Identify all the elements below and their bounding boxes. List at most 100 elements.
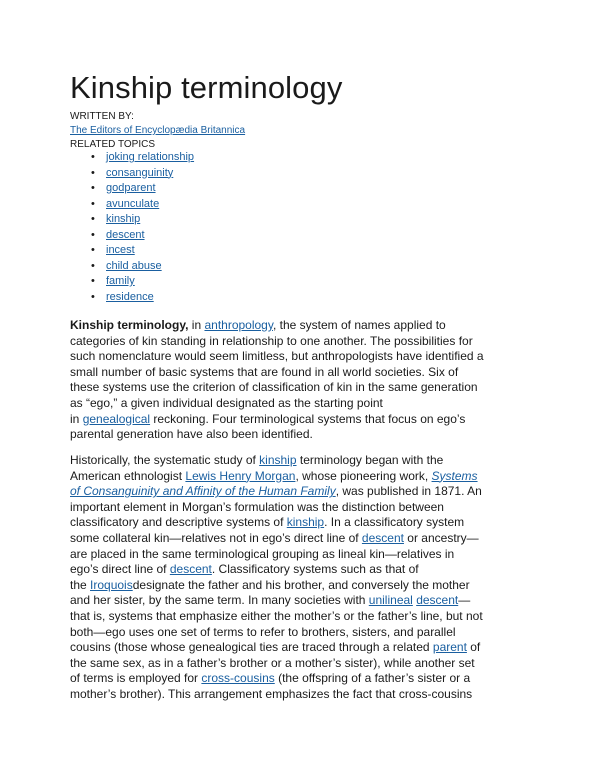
link-systems-of-consanguinity-cont[interactable]: of Consanguinity and Affinity of the Hum… — [70, 484, 336, 499]
text-run: and her sister, by the same term. In man… — [70, 593, 369, 608]
link-anthropology[interactable]: anthropology — [204, 318, 273, 332]
list-item: • child abuse — [70, 259, 194, 275]
text-run: in — [70, 411, 83, 426]
link-genealogical[interactable]: genealogical — [82, 411, 151, 426]
link-cross-cousins[interactable]: cross-cousins — [201, 671, 275, 686]
term-bold: Kinship terminology, — [70, 318, 189, 332]
related-topics-label: RELATED TOPICS — [70, 139, 156, 150]
text-line: categories of kin standing in relationsh… — [70, 333, 473, 348]
bullet-icon: • — [91, 151, 95, 163]
list-item: • incest — [70, 243, 194, 259]
bullet-icon: • — [91, 166, 95, 179]
list-item: • consanguinity — [70, 166, 194, 182]
topic-link-incest[interactable]: incest — [106, 244, 135, 256]
list-item: • residence — [70, 290, 194, 306]
text-run: or ancestry— — [403, 530, 479, 545]
text-line: are placed in the same terminological gr… — [70, 546, 455, 561]
topic-link-joking-relationship[interactable]: joking relationship — [106, 151, 195, 163]
text-line: mother’s brother). This arrangement emph… — [70, 686, 473, 701]
bullet-icon: • — [91, 275, 95, 287]
text-line: some collateral kin—relatives not in ego… — [70, 531, 538, 547]
paragraph-2: Historically, the systematic study of ki… — [70, 453, 538, 703]
text-line: both—ego uses one set of terms to refer … — [70, 624, 456, 639]
list-item: • joking relationship — [70, 150, 194, 166]
text-line: Historically, the systematic study of ki… — [70, 453, 538, 469]
topic-link-child-abuse[interactable]: child abuse — [106, 259, 162, 272]
text-run: some collateral kin—relatives not in ego… — [70, 530, 362, 545]
text-run: cousins (those whose genealogical ties a… — [70, 640, 433, 655]
text-line: the Iroquoisdesignate the father and his… — [70, 578, 538, 594]
text-run: , whose pioneering work, — [295, 468, 432, 483]
bullet-icon: • — [91, 228, 95, 241]
page-title: Kinship terminology — [70, 70, 343, 105]
link-systems-of-consanguinity[interactable]: Systems — [431, 468, 478, 483]
list-item: • kinship — [70, 212, 194, 228]
text-run: American ethnologist — [70, 468, 186, 483]
bullet-icon: • — [91, 182, 95, 194]
text-run: classificatory and descriptive systems o… — [70, 515, 287, 530]
list-item: • descent — [70, 228, 194, 244]
bullet-icon: • — [91, 197, 95, 210]
text-line: parental generation have also been ident… — [70, 427, 313, 442]
bullet-icon: • — [91, 213, 95, 225]
text-line: in genealogical reckoning. Four terminol… — [70, 412, 538, 428]
text-run: . In a classificatory system — [324, 515, 465, 530]
paragraph-1: Kinship terminology, in anthropology, th… — [70, 318, 538, 443]
author-link[interactable]: The Editors of Encyclopædia Britannica — [70, 124, 245, 137]
bullet-icon: • — [91, 290, 95, 303]
related-topics-list: • joking relationship • consanguinity • god… — [70, 150, 194, 305]
author-link-text[interactable]: The Editors of Encyclopædia Britannica — [70, 125, 246, 136]
text-run: the — [70, 577, 91, 592]
text-run: Historically, the systematic study of — [70, 453, 260, 467]
text-line: such nomenclature would seem limitless, … — [70, 349, 484, 364]
topic-link-avunculate[interactable]: avunculate — [106, 197, 160, 210]
text-run: ego’s direct line of — [70, 562, 170, 577]
text-line: small number of basic systems that are f… — [70, 364, 459, 379]
text-run: , the system of names applied to — [272, 318, 446, 332]
text-run: designate the father and his brother, an… — [132, 577, 470, 592]
list-item: • family — [70, 274, 194, 290]
link-kinship-2[interactable]: kinship — [286, 515, 325, 530]
text-run: reckoning. Four terminological systems t… — [150, 411, 466, 426]
link-unilineal[interactable]: unilineal — [368, 593, 413, 608]
link-descent-2[interactable]: descent — [169, 562, 212, 577]
text-line: classificatory and descriptive systems o… — [70, 515, 538, 531]
text-line: ego’s direct line of descent. Classifica… — [70, 562, 538, 578]
text-run: in — [188, 318, 205, 332]
text-run: . Classificatory systems such as that of — [211, 562, 419, 577]
text-line: important element in Morgan’s formulatio… — [70, 499, 444, 514]
text-run: of terms is employed for — [70, 671, 202, 686]
topic-link-consanguinity[interactable]: consanguinity — [106, 166, 174, 179]
text-run: of — [466, 640, 481, 655]
text-line: of Consanguinity and Affinity of the Hum… — [70, 484, 538, 500]
topic-link-kinship[interactable]: kinship — [106, 213, 141, 225]
text-line: cousins (those whose genealogical ties a… — [70, 640, 538, 656]
text-line: these systems use the criterion of class… — [70, 380, 478, 395]
list-item: • avunculate — [70, 197, 194, 213]
text-run: — — [458, 593, 471, 608]
written-by-label: WRITTEN BY: — [70, 111, 134, 122]
text-run: , was published in 1871. An — [335, 484, 482, 499]
text-line: and her sister, by the same term. In man… — [70, 593, 538, 609]
text-line: of terms is employed for cross-cousins (… — [70, 671, 538, 687]
bullet-icon: • — [91, 244, 95, 256]
text-line: that is, systems that emphasize either t… — [70, 608, 483, 623]
text-line: as “ego,” a given individual designated … — [70, 395, 383, 410]
text-line: the same sex, as in a father’s brother o… — [70, 655, 475, 670]
bullet-icon: • — [91, 259, 95, 272]
link-iroquois[interactable]: Iroquois — [90, 577, 133, 592]
link-descent[interactable]: descent — [361, 530, 404, 545]
topic-link-family[interactable]: family — [106, 275, 135, 287]
text-line: Kinship terminology, in anthropology, th… — [70, 318, 538, 334]
link-lewis-henry-morgan[interactable]: Lewis Henry Morgan — [185, 468, 296, 483]
list-item: • godparent — [70, 181, 194, 197]
topic-link-descent[interactable]: descent — [106, 228, 145, 241]
text-run: terminology began with the — [296, 453, 444, 467]
text-run: (the offspring of a father’s sister or a — [274, 671, 471, 686]
link-descent-3[interactable]: descent — [416, 593, 459, 608]
text-line: American ethnologist Lewis Henry Morgan,… — [70, 469, 538, 485]
topic-link-residence[interactable]: residence — [106, 290, 154, 303]
link-parent[interactable]: parent — [432, 640, 467, 655]
topic-link-godparent[interactable]: godparent — [106, 182, 156, 194]
link-kinship[interactable]: kinship — [259, 453, 297, 467]
